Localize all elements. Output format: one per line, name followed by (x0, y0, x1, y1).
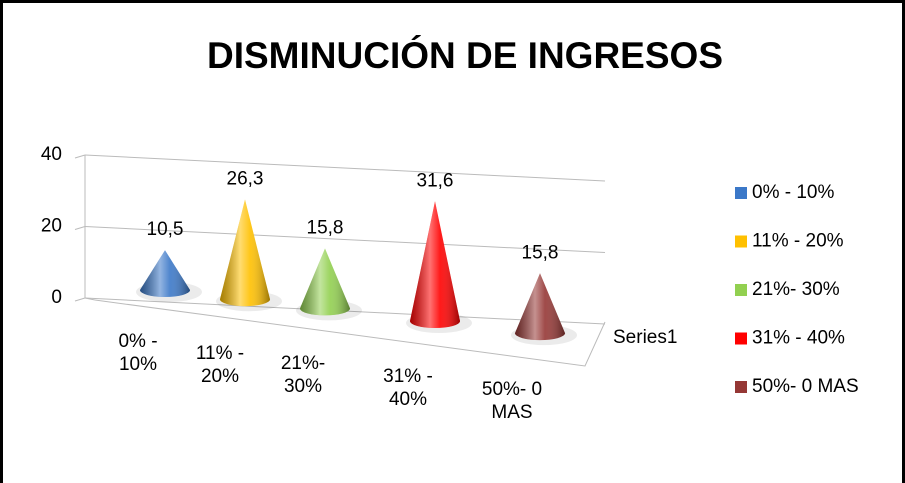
x-tick-label: 0% - 10% (118, 331, 158, 375)
data-label: 10,5 (147, 219, 184, 240)
cone (136, 250, 202, 302)
legend-label: 11% - 20% (752, 231, 844, 252)
tick-mark (74, 297, 86, 302)
data-label: 26,3 (227, 169, 264, 190)
x-tick-label: 31% - 40% (383, 366, 433, 410)
cone-shading (410, 201, 460, 329)
legend-label: 21%- 30% (752, 279, 840, 300)
grid-line (84, 226, 606, 253)
tick-mark (74, 226, 86, 230)
cone-shading (300, 248, 350, 316)
cone-shading (515, 273, 565, 341)
grid-line (84, 154, 606, 182)
chart-title: DISMINUCIÓN DE INGRESOS (207, 34, 723, 76)
cone (296, 248, 362, 321)
y-tick-label: 40 (41, 144, 62, 165)
cone (406, 201, 472, 334)
cone-shading (140, 250, 190, 297)
legend-swatch (735, 187, 747, 199)
floor-edge (94, 299, 606, 367)
x-tick-label: 21%- 30% (280, 353, 326, 397)
data-label: 15,8 (522, 242, 559, 263)
x-tick-label: 11% - 20% (195, 343, 245, 387)
legend-label: 0% - 10% (752, 182, 834, 203)
depth-label: Series1 (613, 327, 677, 348)
y-tick-label: 0 (51, 287, 62, 308)
legend-label: 31% - 40% (752, 328, 845, 349)
data-label: 31,6 (417, 170, 454, 191)
cone (511, 273, 577, 346)
legend-swatch (735, 284, 747, 296)
legend-label: 50%- 0 MAS (752, 376, 859, 397)
x-tick-label: 50%- 0 MAS (481, 379, 543, 423)
cone (216, 199, 282, 312)
y-tick-label: 20 (41, 216, 62, 237)
tick-mark (74, 154, 86, 159)
legend-swatch (735, 235, 747, 248)
legend-swatch (735, 381, 747, 393)
legend-swatch (735, 332, 747, 345)
data-label: 15,8 (307, 218, 344, 239)
cone-shading (220, 199, 270, 307)
